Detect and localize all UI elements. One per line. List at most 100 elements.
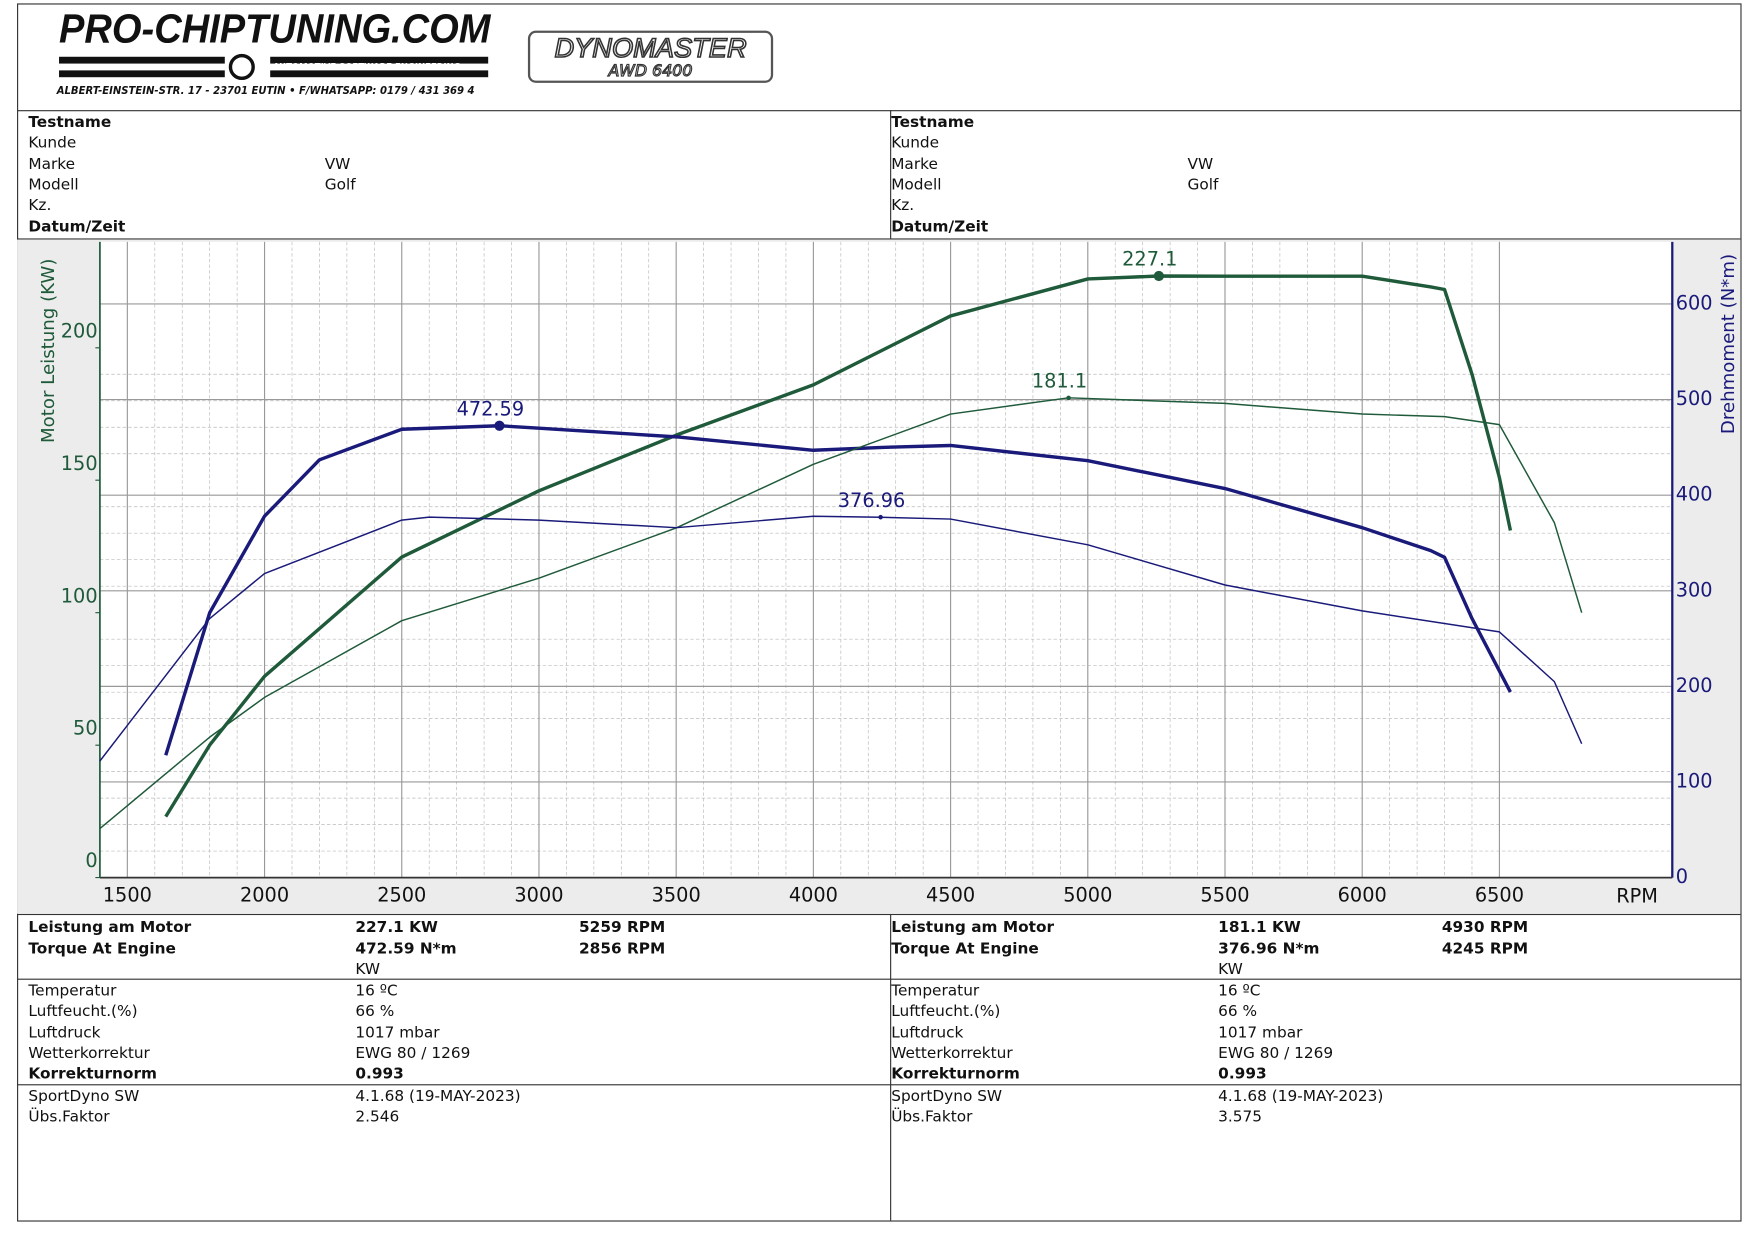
info-value: VW (324, 155, 351, 174)
result-value: 472.59 N*m (355, 939, 457, 958)
info-label: Datum/Zeit (28, 217, 126, 236)
result-label: Leistung am Motor (28, 918, 192, 937)
divider (890, 913, 892, 1221)
power-torque-line (164, 424, 1512, 756)
condition-label: Luftdruck (891, 1023, 964, 1042)
header-logos: PRO-CHIPTUNING.COM AUTOMOTIVE SOFTWARE E… (56, 6, 774, 97)
condition-value: 16 ºC (355, 982, 398, 1001)
divider (17, 978, 1741, 980)
y2-tick-label: 600 (1676, 291, 1713, 314)
info-label: Testname (891, 113, 975, 132)
x-tick-label: 6500 (1475, 883, 1524, 906)
power-torque-line (99, 397, 1583, 830)
condition-value: 66 % (1218, 1002, 1258, 1021)
result-value: 181.1 KW (1218, 918, 1301, 937)
condition-label: Korrekturnorm (891, 1065, 1020, 1084)
condition-value: 16 ºC (1218, 982, 1261, 1001)
peak-marker (878, 514, 883, 520)
info-label: Datum/Zeit (891, 217, 989, 236)
power-torque-line (99, 515, 1583, 762)
x-axis-label: RPM (1616, 884, 1658, 907)
x-tick-label: 5500 (1200, 883, 1249, 906)
y-tick-label: 150 (61, 452, 98, 475)
condition-label: Temperatur (891, 982, 980, 1001)
power-torque-line (164, 274, 1513, 818)
info-label: Testname (28, 113, 112, 132)
x-tick-label: 3500 (652, 883, 701, 906)
result-value: 227.1 KW (355, 918, 438, 937)
peak-label: 227.1 (1122, 248, 1177, 271)
condition-label: Luftfeucht.(%) (891, 1002, 1001, 1021)
condition-label: Luftfeucht.(%) (28, 1002, 138, 1021)
info-label: Modell (28, 175, 79, 195)
result-label: Torque At Engine (891, 939, 1039, 958)
y2-tick-label: 0 (1676, 865, 1688, 888)
condition-label: Wetterkorrektur (891, 1044, 1013, 1063)
x-tick-label: 2000 (240, 883, 289, 906)
x-tick-label: 1500 (103, 883, 152, 906)
divider (890, 110, 892, 239)
condition-label: Luftdruck (28, 1023, 101, 1042)
chart: 1500 2000 2500 3000 3500 4000 4500 5000 5500 6000… (17, 239, 1741, 914)
y2-tick-label: 400 (1676, 483, 1713, 506)
info-label: Modell (891, 175, 942, 195)
condition-value: 1017 mbar (355, 1023, 440, 1042)
y2-tick-label: 300 (1676, 578, 1713, 601)
info-label: Kunde (28, 134, 77, 153)
software-value: 4.1.68 (19-MAY-2023) (355, 1087, 521, 1106)
x-tick-label: 6000 (1338, 883, 1387, 906)
checker (59, 53, 489, 81)
software-value: 3.575 (1218, 1108, 1263, 1127)
info-value: Golf (1187, 175, 1219, 195)
software-label: Übs.Faktor (891, 1108, 973, 1127)
result-rpm: 5259 RPM (579, 918, 666, 937)
x-tick-label: 3000 (514, 883, 563, 906)
x-tick-label: 4500 (926, 883, 975, 906)
condition-value: 0.993 (1218, 1065, 1267, 1084)
result-value: 376.96 N*m (1218, 939, 1320, 958)
y2-axis-label: Drehmoment (N*m) (1718, 254, 1739, 434)
software-label: SportDyno SW (28, 1087, 140, 1106)
condition-value: 0.993 (355, 1065, 404, 1084)
condition-value: 66 % (355, 1002, 395, 1021)
y-tick-label: 200 (61, 319, 98, 342)
tagline: AUTOMOTIVE SOFTWARE ENGINEERING (271, 62, 460, 72)
x-tick-label: 5000 (1063, 883, 1112, 906)
software-label: SportDyno SW (891, 1087, 1003, 1106)
condition-value: EWG 80 / 1269 (355, 1044, 471, 1063)
result-rpm: 4930 RPM (1441, 918, 1529, 937)
info-value: Golf (324, 175, 356, 195)
result-label: Leistung am Motor (891, 918, 1055, 937)
info-label: Kz. (891, 196, 915, 215)
y-tick-label: 0 (85, 849, 97, 872)
result-value: KW (1218, 960, 1243, 979)
address: ALBERT-EINSTEIN-STR. 17 - 23701 EUTIN • … (56, 86, 475, 97)
condition-label: Wetterkorrektur (28, 1044, 150, 1063)
info-value: VW (1187, 155, 1214, 174)
condition-label: Temperatur (28, 982, 117, 1001)
divider (17, 110, 1741, 112)
y2-tick-label: 100 (1676, 769, 1713, 792)
result-label: Torque At Engine (28, 939, 176, 958)
y-axis-label: Motor Leistung (KW) (38, 259, 59, 444)
software-label: Übs.Faktor (28, 1108, 110, 1127)
peak-label: 376.96 (838, 489, 906, 512)
result-value: KW (355, 960, 381, 979)
peak-marker (1153, 270, 1164, 282)
divider (17, 1084, 1741, 1086)
info-label: Marke (891, 155, 938, 174)
result-rpm: 2856 RPM (579, 939, 666, 958)
divider (17, 913, 1741, 916)
peak-label: 472.59 (457, 397, 525, 420)
logo: PRO-CHIPTUNING.COM (59, 6, 491, 52)
y2-tick-label: 500 (1676, 387, 1713, 410)
brand-model: AWD 6400 (608, 61, 693, 80)
x-tick-label: 4000 (789, 883, 838, 906)
info-label: Kz. (28, 196, 52, 215)
software-value: 2.546 (355, 1108, 400, 1127)
y-tick-label: 100 (61, 584, 98, 607)
condition-label: Korrekturnorm (28, 1065, 157, 1084)
x-tick-label: 2500 (377, 883, 426, 906)
